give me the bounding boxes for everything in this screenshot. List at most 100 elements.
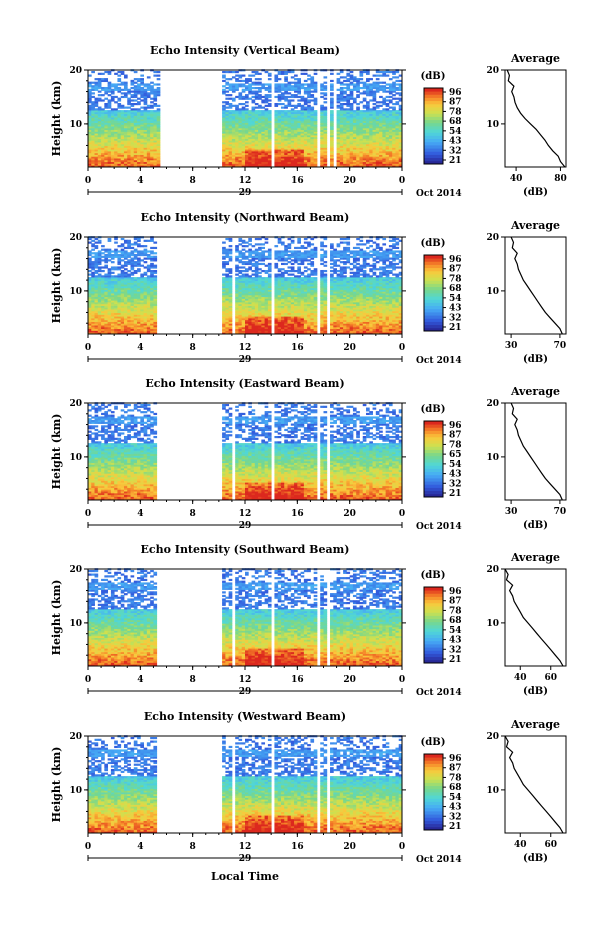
heatmap-cell [267, 138, 272, 141]
heatmap-cell [366, 136, 370, 139]
heatmap-cell [143, 277, 148, 280]
heatmap-cell [267, 275, 272, 278]
heatmap-cell [395, 156, 400, 159]
heatmap-cell [94, 117, 99, 120]
heatmap-cell [156, 154, 161, 157]
heatmap-cell [362, 133, 367, 136]
heatmap-cell [264, 83, 269, 86]
heatmap-cell [225, 284, 230, 287]
heatmap-cell [274, 158, 279, 161]
heatmap-cell [330, 99, 334, 102]
heatmap-cell [366, 70, 370, 74]
heatmap-cell [104, 266, 109, 269]
heatmap-cell [117, 294, 122, 298]
heatmap-cell [140, 127, 144, 131]
heatmap-cell [133, 323, 138, 326]
heatmap-cell [388, 126, 393, 129]
heatmap-cell [97, 301, 102, 305]
heatmap-cell [251, 134, 256, 138]
heatmap-cell [120, 143, 125, 147]
heatmap-cell [228, 252, 233, 255]
heatmap-cell [107, 319, 112, 322]
heatmap-cell [123, 326, 128, 330]
heatmap-cell [231, 152, 236, 155]
heatmap-cell [366, 78, 370, 81]
heatmap-cell [107, 253, 112, 257]
heatmap-cell [313, 133, 318, 136]
heatmap-cell [323, 149, 328, 152]
heatmap-cell [140, 301, 144, 305]
heatmap-cell [379, 159, 383, 163]
heatmap-cell [274, 289, 279, 292]
heatmap-cell [241, 275, 246, 278]
heatmap-cell [362, 85, 367, 88]
heatmap-cell [107, 124, 112, 127]
heatmap-cell [264, 312, 269, 315]
heatmap-cell [290, 81, 295, 84]
heatmap-cell [97, 314, 102, 317]
heatmap-cell [245, 156, 249, 159]
heatmap-cell [382, 74, 387, 77]
heatmap-cell [107, 115, 112, 118]
heatmap-cell [238, 243, 243, 246]
heatmap-cell [140, 120, 144, 123]
heatmap-cell [123, 293, 128, 296]
heatmap-cell [323, 159, 328, 163]
heatmap-cell [153, 325, 158, 328]
heatmap-cell [150, 296, 154, 299]
heatmap-cell [94, 145, 99, 148]
heatmap-cell [114, 138, 118, 141]
heatmap-cell [146, 326, 151, 330]
heatmap-cell [258, 94, 262, 97]
heatmap-cell [323, 115, 328, 118]
heatmap-cell [352, 133, 357, 136]
heatmap-cell [267, 328, 272, 331]
heatmap-cell [140, 79, 144, 83]
heatmap-cell [336, 142, 341, 145]
heatmap-cell [346, 165, 351, 168]
heatmap-cell [287, 159, 292, 163]
heatmap-cell [248, 156, 252, 159]
heatmap-cell [153, 291, 158, 294]
heatmap-cell [101, 110, 105, 113]
heatmap-cell [137, 318, 141, 321]
heatmap-cell [277, 250, 282, 253]
heatmap-cell [228, 284, 233, 287]
heatmap-cell [245, 142, 249, 145]
heatmap-cell [235, 79, 239, 83]
heatmap-cell [235, 330, 239, 333]
heatmap-cell [369, 163, 373, 166]
heatmap-cell [254, 243, 259, 246]
heatmap-cell [267, 158, 272, 161]
heatmap-cell [320, 149, 324, 152]
heatmap-cell [245, 325, 249, 328]
heatmap-cell [346, 129, 351, 132]
heatmap-cell [267, 159, 272, 163]
colorbar-segment [424, 151, 443, 155]
heatmap-cell [336, 127, 341, 131]
heatmap-cell [290, 122, 295, 125]
heatmap-cell [245, 134, 249, 138]
heatmap-cell [117, 316, 122, 319]
heatmap-cell [349, 136, 354, 139]
heatmap-cell [297, 129, 301, 132]
heatmap-cell [143, 305, 148, 308]
heatmap-cell [359, 131, 364, 134]
heatmap-cell [228, 239, 233, 242]
heatmap-cell [156, 140, 161, 143]
heatmap-cell [241, 149, 246, 152]
heatmap-cell [245, 127, 249, 131]
heatmap-cell [274, 85, 279, 88]
heatmap-cell [352, 122, 357, 125]
heatmap-cell [245, 95, 249, 99]
heatmap-cell [372, 99, 377, 102]
heatmap-cell [222, 147, 226, 150]
heatmap-cell [245, 284, 249, 287]
heatmap-cell [274, 301, 279, 305]
heatmap-cell [300, 133, 305, 136]
heatmap-cell [156, 122, 161, 125]
heatmap-cell [123, 287, 128, 290]
x-tick-label: 0 [399, 176, 405, 186]
heatmap-cell [248, 291, 252, 294]
heatmap-cell [143, 161, 148, 164]
